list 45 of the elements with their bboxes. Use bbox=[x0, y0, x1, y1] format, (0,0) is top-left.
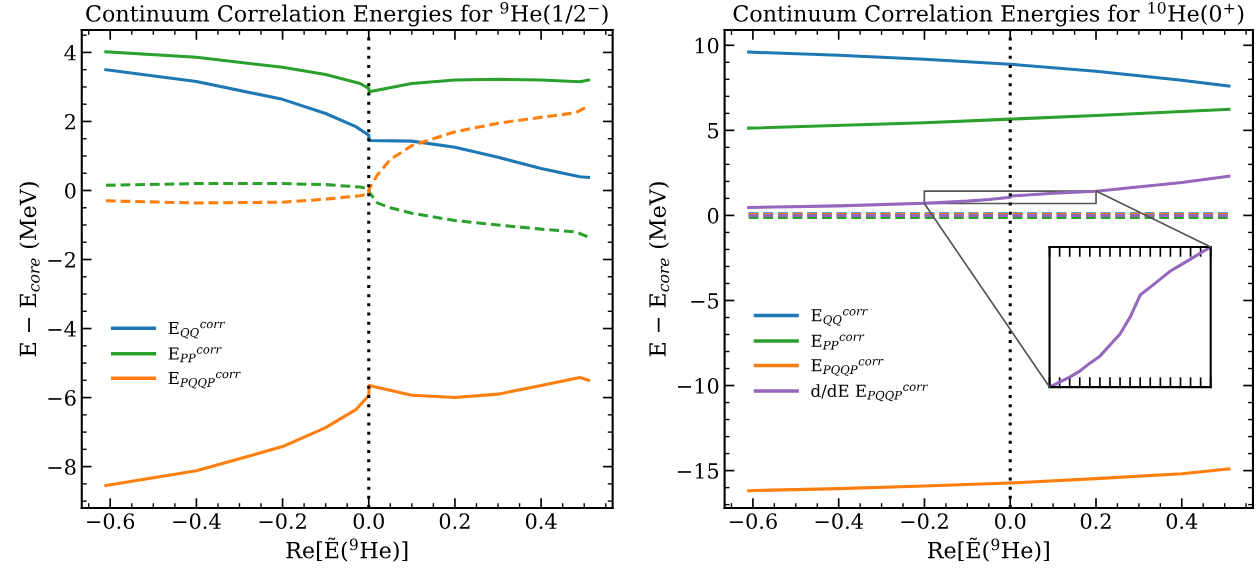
line-series bbox=[747, 174, 1231, 209]
line-series bbox=[747, 467, 1231, 493]
line-series bbox=[104, 182, 591, 239]
x-tick-label: −0.4 bbox=[173, 513, 221, 530]
y-tick-label: −10 bbox=[677, 378, 719, 394]
line-series bbox=[747, 107, 1231, 130]
y-tick-label: −2 bbox=[48, 251, 75, 268]
y-tick-label: 2 bbox=[65, 113, 75, 130]
chart-title: Continuum Correlation Energies for $^{9}$He(1/2$^{−}$) bbox=[86, 1, 608, 27]
x-axis-title: Re[Ẽ($^{9}$He)] bbox=[286, 537, 408, 562]
x-tick-label: −0.2 bbox=[259, 513, 306, 530]
legend-label: E$_{PQQP}$$^{corr}$ bbox=[168, 371, 241, 389]
line-series bbox=[747, 50, 1231, 88]
legend-label: E$_{PP}$$^{corr}$ bbox=[811, 334, 865, 350]
y-tick-label: −8 bbox=[48, 459, 76, 475]
x-tick-label: 0.4 bbox=[1166, 513, 1198, 530]
x-tick-label: 0.4 bbox=[525, 513, 557, 530]
x-tick-label: −0.6 bbox=[729, 513, 777, 530]
line-series bbox=[104, 50, 591, 94]
y-tick-label: 0 bbox=[65, 182, 76, 199]
y-axis-title: E − E$_{core}$ (MeV) bbox=[648, 182, 670, 357]
y-tick-label: −6 bbox=[48, 390, 76, 406]
x-tick-label: 0.0 bbox=[995, 513, 1026, 530]
y-tick-label: −5 bbox=[691, 293, 719, 309]
y-tick-label: −4 bbox=[48, 321, 76, 337]
x-tick-label: 0.2 bbox=[439, 513, 470, 530]
y-tick-label: −15 bbox=[677, 463, 719, 479]
legend-label: E$_{PP}$$^{corr}$ bbox=[168, 347, 222, 363]
x-tick-label: −0.4 bbox=[815, 513, 863, 530]
y-tick-label: 0 bbox=[707, 207, 719, 224]
x-tick-label: 0.2 bbox=[1080, 513, 1111, 530]
legend-label: E$_{QQ}$$^{corr}$ bbox=[168, 321, 226, 339]
legend-label: E$_{QQ}$$^{corr}$ bbox=[811, 309, 868, 326]
y-tick-label: 10 bbox=[695, 37, 719, 54]
y-axis-title: E − E$_{core}$ (MeV) bbox=[19, 182, 40, 357]
x-tick-label: −0.6 bbox=[87, 513, 135, 530]
legend-label: E$_{PQQP}$$^{corr}$ bbox=[811, 359, 884, 376]
chart-title: Continuum Correlation Energies for $^{10}$He(0$^{+}$) bbox=[733, 1, 1244, 27]
y-tick-label: 4 bbox=[64, 44, 76, 61]
x-tick-label: 0.0 bbox=[353, 513, 384, 530]
x-axis-title: Re[Ẽ($^{9}$He)] bbox=[928, 537, 1049, 562]
line-series bbox=[104, 68, 591, 179]
legend-label: d/dE E$_{PQQP}$$^{corr}$ bbox=[811, 384, 928, 402]
x-tick-label: −0.2 bbox=[901, 513, 948, 530]
y-tick-label: 5 bbox=[708, 123, 719, 139]
